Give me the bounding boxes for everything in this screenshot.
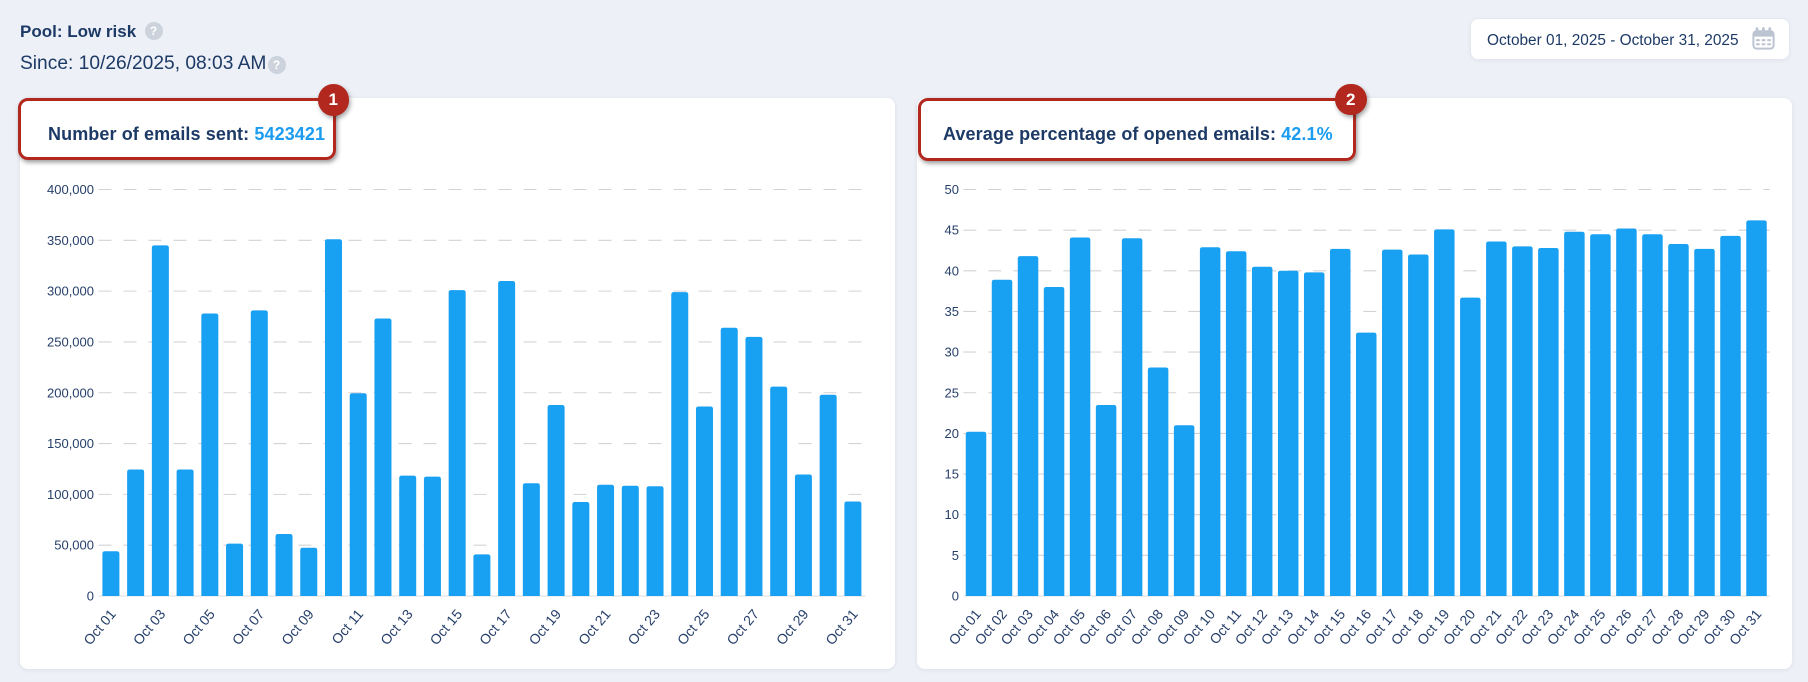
- svg-text:Oct 15: Oct 15: [426, 606, 465, 648]
- svg-text:40: 40: [945, 263, 959, 278]
- svg-text:Oct 31: Oct 31: [822, 606, 861, 648]
- svg-text:50: 50: [945, 182, 959, 197]
- svg-text:0: 0: [87, 589, 94, 604]
- svg-text:25: 25: [945, 385, 959, 400]
- svg-text:Oct 05: Oct 05: [179, 606, 218, 648]
- svg-text:Oct 17: Oct 17: [476, 606, 515, 648]
- svg-text:10: 10: [945, 507, 959, 522]
- svg-text:150,000: 150,000: [47, 436, 94, 451]
- svg-text:Oct 21: Oct 21: [575, 606, 614, 648]
- svg-text:Oct 11: Oct 11: [328, 606, 366, 647]
- svg-text:35: 35: [945, 304, 959, 319]
- svg-text:Oct 23: Oct 23: [624, 606, 663, 648]
- svg-text:50,000: 50,000: [54, 538, 94, 553]
- svg-text:100,000: 100,000: [47, 487, 94, 502]
- svg-text:200,000: 200,000: [47, 385, 94, 400]
- svg-text:0: 0: [952, 589, 959, 604]
- svg-text:Oct 01: Oct 01: [80, 606, 119, 648]
- svg-text:30: 30: [945, 345, 959, 360]
- svg-text:Oct 13: Oct 13: [377, 606, 416, 648]
- svg-text:Oct 27: Oct 27: [723, 606, 762, 648]
- svg-text:45: 45: [945, 223, 959, 238]
- svg-text:400,000: 400,000: [47, 182, 94, 197]
- svg-text:15: 15: [945, 467, 959, 482]
- svg-text:Oct 07: Oct 07: [229, 606, 268, 648]
- svg-text:250,000: 250,000: [47, 334, 94, 349]
- svg-text:Oct 29: Oct 29: [773, 606, 812, 648]
- svg-text:20: 20: [945, 426, 959, 441]
- svg-text:350,000: 350,000: [47, 233, 94, 248]
- svg-text:Oct 03: Oct 03: [130, 606, 169, 648]
- svg-text:Oct 19: Oct 19: [525, 606, 564, 648]
- svg-text:Oct 25: Oct 25: [674, 606, 713, 648]
- svg-text:5: 5: [952, 548, 959, 563]
- svg-text:300,000: 300,000: [47, 284, 94, 299]
- svg-text:Oct 09: Oct 09: [278, 606, 317, 648]
